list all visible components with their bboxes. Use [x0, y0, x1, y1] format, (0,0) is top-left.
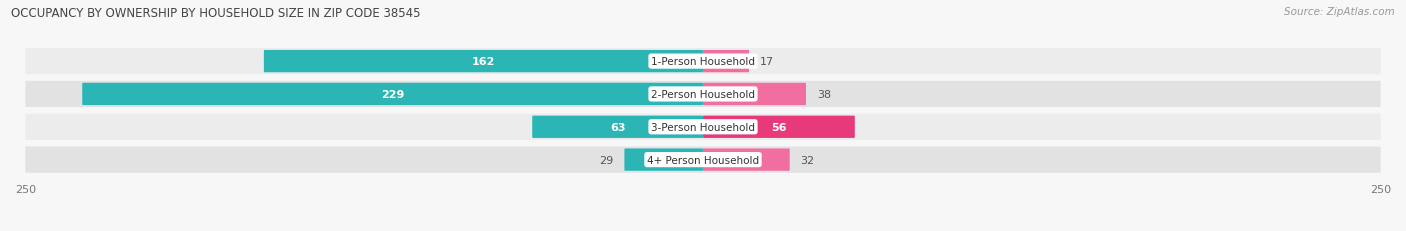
FancyBboxPatch shape: [533, 116, 703, 138]
FancyBboxPatch shape: [25, 82, 1381, 108]
Text: 4+ Person Household: 4+ Person Household: [647, 155, 759, 165]
Text: 63: 63: [610, 122, 626, 132]
Text: 162: 162: [472, 57, 495, 67]
Text: OCCUPANCY BY OWNERSHIP BY HOUSEHOLD SIZE IN ZIP CODE 38545: OCCUPANCY BY OWNERSHIP BY HOUSEHOLD SIZE…: [11, 7, 420, 20]
Text: Source: ZipAtlas.com: Source: ZipAtlas.com: [1284, 7, 1395, 17]
Text: 17: 17: [759, 57, 775, 67]
Text: 56: 56: [770, 122, 786, 132]
Text: 1-Person Household: 1-Person Household: [651, 57, 755, 67]
Text: 32: 32: [800, 155, 814, 165]
FancyBboxPatch shape: [25, 49, 1381, 75]
FancyBboxPatch shape: [624, 149, 703, 171]
Text: 29: 29: [599, 155, 613, 165]
Text: 38: 38: [817, 90, 831, 100]
FancyBboxPatch shape: [264, 51, 703, 73]
FancyBboxPatch shape: [82, 83, 703, 106]
FancyBboxPatch shape: [703, 83, 806, 106]
Text: 3-Person Household: 3-Person Household: [651, 122, 755, 132]
FancyBboxPatch shape: [703, 149, 790, 171]
FancyBboxPatch shape: [25, 114, 1381, 140]
Text: 229: 229: [381, 90, 405, 100]
FancyBboxPatch shape: [25, 147, 1381, 173]
FancyBboxPatch shape: [703, 116, 855, 138]
Text: 2-Person Household: 2-Person Household: [651, 90, 755, 100]
FancyBboxPatch shape: [703, 51, 749, 73]
